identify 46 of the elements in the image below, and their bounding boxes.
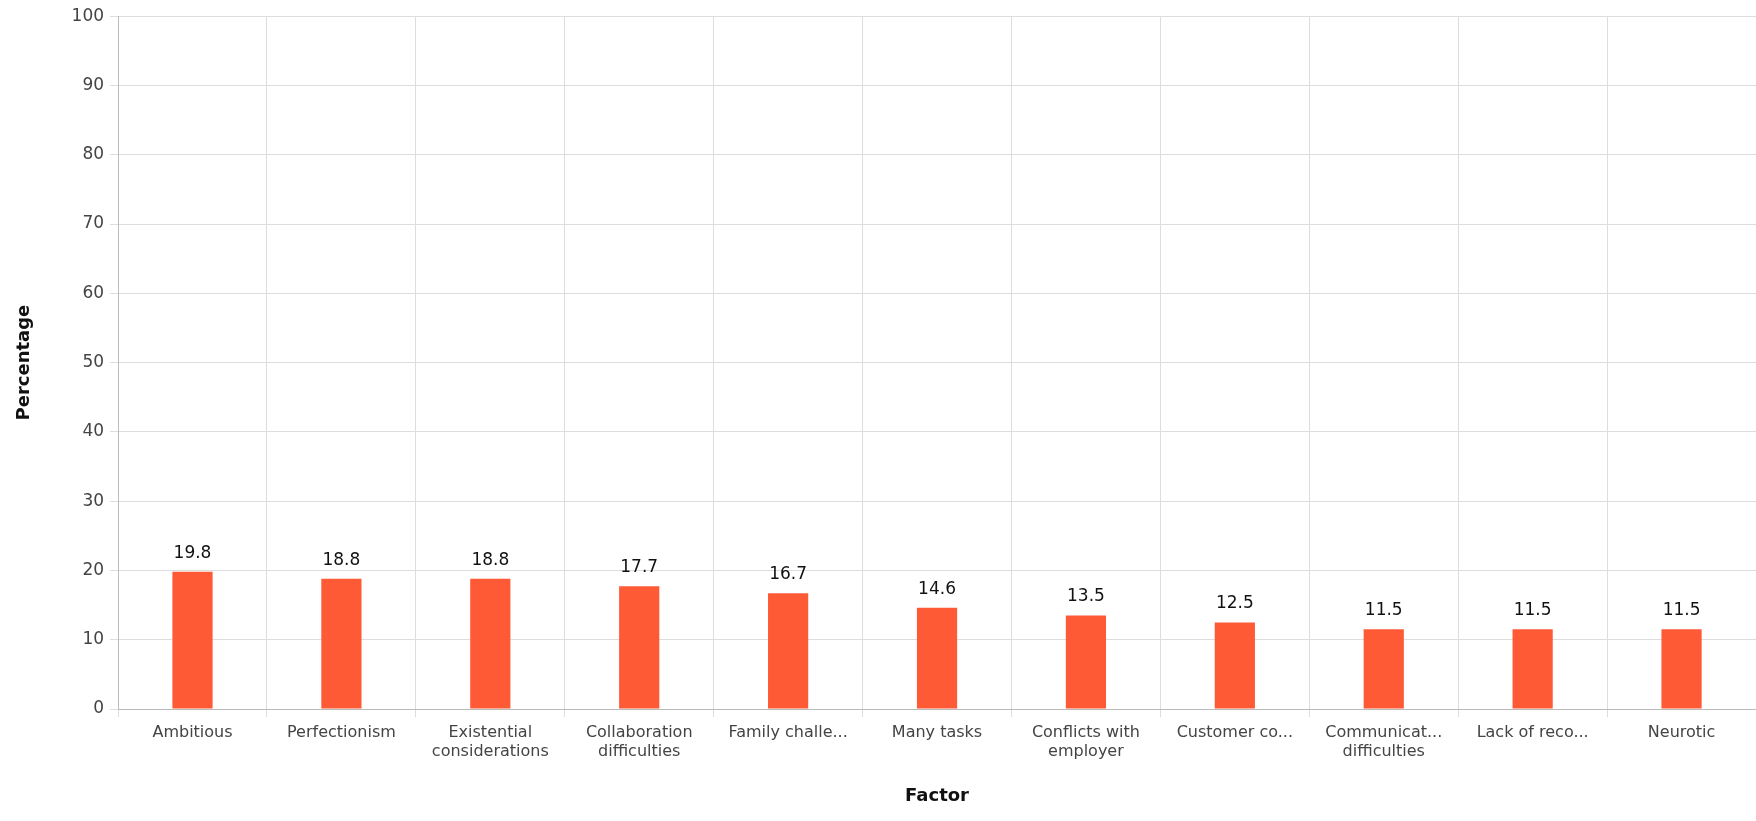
bar bbox=[1214, 622, 1255, 709]
y-tick-label: 60 bbox=[82, 281, 105, 302]
bar bbox=[916, 607, 958, 709]
bar bbox=[470, 578, 511, 709]
data-label: 14.6 bbox=[918, 577, 956, 598]
data-label: 12.5 bbox=[1215, 592, 1254, 613]
data-label: 13.5 bbox=[1067, 585, 1105, 606]
bar bbox=[172, 571, 213, 709]
x-tick-label: Ambitious bbox=[152, 721, 233, 741]
y-tick-label: 10 bbox=[82, 628, 105, 649]
x-tick-label: Many tasks bbox=[891, 721, 983, 741]
y-tick-label: 40 bbox=[82, 420, 105, 441]
y-tick-label: 0 bbox=[93, 697, 105, 718]
x-tick-label: Customer co... bbox=[1176, 721, 1294, 741]
y-tick-label: 50 bbox=[82, 351, 105, 372]
data-label: 18.8 bbox=[322, 548, 361, 569]
x-tick-label: Existential considerations bbox=[431, 721, 549, 760]
data-label: 11.5 bbox=[1662, 599, 1701, 620]
x-tick-label: Perfectionism bbox=[287, 721, 396, 741]
bar bbox=[321, 578, 362, 709]
x-tick-label: Communicat... difficulties bbox=[1325, 721, 1443, 760]
data-label: 11.5 bbox=[1513, 599, 1552, 620]
x-tick-label: Lack of reco... bbox=[1476, 721, 1589, 741]
data-label: 16.7 bbox=[769, 563, 808, 584]
x-tick-label: Neurotic bbox=[1647, 721, 1716, 741]
bar bbox=[1363, 629, 1404, 709]
y-axis-title: Percentage bbox=[12, 304, 34, 421]
data-label: 17.7 bbox=[620, 556, 659, 577]
data-label: 19.8 bbox=[173, 541, 212, 562]
y-tick-label: 90 bbox=[82, 73, 105, 94]
x-tick-label: Conflicts with employer bbox=[1031, 721, 1140, 760]
y-tick-label: 80 bbox=[82, 143, 105, 164]
x-tick-label: Family challe... bbox=[728, 721, 848, 741]
bar bbox=[768, 593, 809, 709]
data-label: 18.8 bbox=[471, 548, 510, 569]
y-tick-label: 100 bbox=[71, 4, 105, 25]
data-label: 11.5 bbox=[1364, 599, 1403, 620]
x-tick-label: Collaboration difficulties bbox=[585, 721, 693, 760]
x-axis-title: Factor bbox=[905, 783, 970, 805]
bar bbox=[1065, 615, 1107, 709]
bar bbox=[1661, 629, 1702, 709]
bar bbox=[1512, 629, 1553, 709]
y-tick-label: 70 bbox=[82, 212, 105, 233]
bar bbox=[619, 586, 660, 709]
y-tick-label: 20 bbox=[82, 558, 105, 579]
y-tick-label: 30 bbox=[82, 489, 105, 510]
